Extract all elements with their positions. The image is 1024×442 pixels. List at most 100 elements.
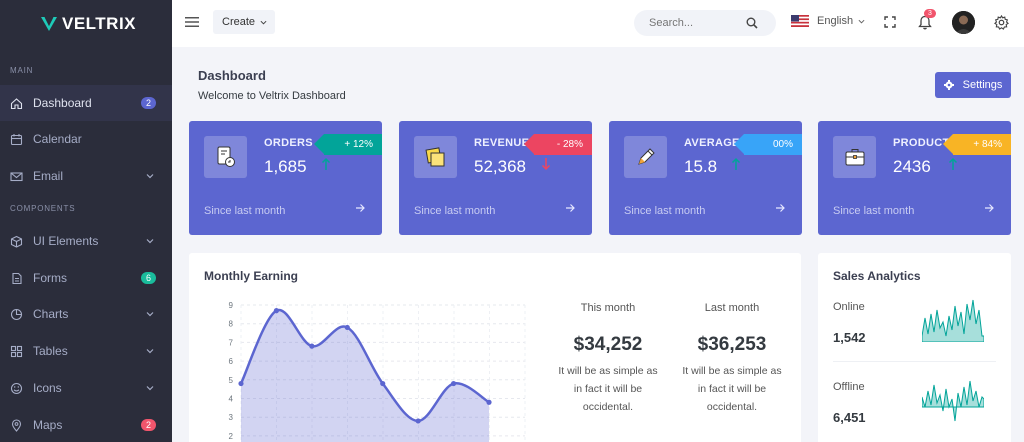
sidebar-badge: 2 [140, 97, 156, 109]
chevron-down-icon [146, 386, 154, 391]
sidebar-item-email[interactable]: Email [0, 158, 172, 194]
search-input[interactable] [634, 17, 746, 29]
topbar: Create English 3 [172, 0, 1024, 47]
brand-name: VELTRIX [62, 13, 137, 33]
sales-label: Offline [833, 381, 865, 393]
earning-label: This month [580, 302, 636, 314]
brand[interactable]: VELTRIX [0, 0, 172, 47]
stat-badge-text: + 84% [973, 139, 1002, 150]
y-tick-label: 7 [229, 338, 234, 347]
arrow-right-icon[interactable] [355, 203, 365, 213]
data-point[interactable] [238, 380, 244, 387]
settings-gear-icon[interactable] [994, 15, 1009, 30]
online-sparkline [922, 299, 984, 342]
orders-icon [217, 146, 235, 167]
settings-label: Settings [962, 79, 1003, 91]
monthly-earning-chart: 2 3 4 5 6 7 8 9 [229, 301, 526, 442]
stat-card-product-sold: PRODUCT SOLD 2436 + 84% Since last month [818, 121, 1011, 235]
chevron-down-icon [858, 19, 865, 24]
stat-icon-box [204, 136, 247, 178]
divider [833, 361, 996, 362]
sidebar-item-label: Forms [33, 271, 67, 285]
card-title: Sales Analytics [833, 269, 921, 283]
stat-badge: 00% [734, 134, 802, 155]
stat-icon-box [624, 136, 667, 178]
stat-since: Since last month [833, 205, 915, 217]
stat-label: ORDERS [264, 137, 313, 149]
settings-button[interactable]: Settings [935, 72, 1011, 98]
sidebar-item-forms[interactable]: Forms 6 [0, 260, 172, 296]
sidebar-item-maps[interactable]: Maps 2 [0, 407, 172, 442]
y-tick-label: 2 [229, 432, 234, 441]
avatar[interactable] [952, 11, 975, 34]
stat-badge-text: + 12% [344, 139, 373, 150]
sidebar-item-label: Tables [33, 344, 68, 358]
data-point[interactable] [309, 343, 315, 349]
area-fill [241, 310, 489, 442]
calendar-icon [10, 133, 23, 145]
data-point[interactable] [380, 380, 386, 387]
sidebar-item-label: UI Elements [33, 234, 99, 248]
earning-desc: It will be as simple as in fact it will … [553, 362, 663, 416]
user-avatar-icon [952, 11, 975, 34]
stat-label: REVENUE [474, 137, 530, 149]
stat-icon-box [414, 136, 457, 178]
menu-title-components: COMPONENTS [10, 204, 76, 213]
sales-value: 6,451 [833, 410, 866, 425]
data-point[interactable] [486, 399, 492, 405]
sidebar-badge: 6 [140, 272, 156, 284]
stat-badge-text: 00% [772, 139, 793, 150]
data-point[interactable] [415, 418, 421, 424]
menu-title-main: MAIN [10, 66, 34, 75]
sidebar-item-icons[interactable]: Icons [0, 370, 172, 406]
sidebar-item-label: Dashboard [33, 96, 92, 110]
sidebar-item-dashboard[interactable]: Dashboard 2 [0, 85, 172, 121]
monthly-earning-card: Monthly Earning 2 3 4 5 6 7 8 9 This month $34,… [189, 253, 801, 442]
data-point[interactable] [344, 324, 350, 331]
earning-label: Last month [704, 302, 760, 314]
fullscreen-icon[interactable] [884, 16, 896, 28]
earning-desc-line: in fact it will be [697, 383, 767, 395]
earning-value: $36,253 [697, 334, 767, 355]
page-subtitle: Welcome to Veltrix Dashboard [198, 90, 346, 102]
earning-desc-line: It will be as simple as [558, 365, 658, 377]
stat-badge: - 28% [524, 134, 592, 155]
create-dropdown[interactable]: Create [213, 10, 275, 34]
earning-desc-line: occidental. [706, 401, 758, 413]
sidebar-item-ui-elements[interactable]: UI Elements [0, 223, 172, 259]
logo-icon [41, 16, 57, 31]
y-tick-label: 4 [229, 395, 234, 404]
sidebar-item-label: Maps [33, 418, 63, 432]
sidebar-item-tables[interactable]: Tables [0, 333, 172, 369]
arrow-right-icon[interactable] [775, 203, 785, 213]
search-box [634, 10, 776, 36]
sidebar-item-label: Calendar [33, 132, 82, 146]
sidebar: VELTRIX MAIN COMPONENTS Dashboard 2 Calend… [0, 0, 172, 442]
data-point[interactable] [273, 308, 280, 314]
y-tick-label: 5 [229, 376, 234, 385]
data-point[interactable] [450, 380, 457, 387]
earning-desc-line: It will be as simple as [682, 365, 782, 377]
trend-up-icon [731, 157, 741, 170]
us-flag-icon [791, 15, 809, 27]
earning-this-month: This month $34,252 It will be as simple … [553, 302, 663, 416]
earning-desc-line: occidental. [582, 401, 634, 413]
arrow-right-icon[interactable] [984, 203, 994, 213]
sidebar-item-label: Email [33, 169, 64, 183]
stat-badge-text: - 28% [556, 139, 583, 150]
language-selector[interactable]: English [791, 15, 865, 27]
y-tick-label: 8 [229, 320, 234, 329]
stat-since: Since last month [624, 205, 706, 217]
mail-icon [10, 171, 23, 181]
arrow-right-icon[interactable] [565, 203, 575, 213]
menu-toggle-icon[interactable] [185, 16, 199, 28]
sidebar-item-calendar[interactable]: Calendar [0, 121, 172, 157]
search-icon[interactable] [746, 17, 758, 29]
stat-badge: + 84% [943, 134, 1011, 155]
stat-since: Since last month [414, 205, 496, 217]
sidebar-item-charts[interactable]: Charts [0, 296, 172, 332]
y-tick-label: 3 [229, 413, 234, 422]
sales-analytics-card: Sales Analytics Online 1,542 Offline 6,4… [818, 253, 1011, 442]
pie-chart-icon [10, 308, 23, 320]
notification-badge: 3 [924, 9, 936, 18]
